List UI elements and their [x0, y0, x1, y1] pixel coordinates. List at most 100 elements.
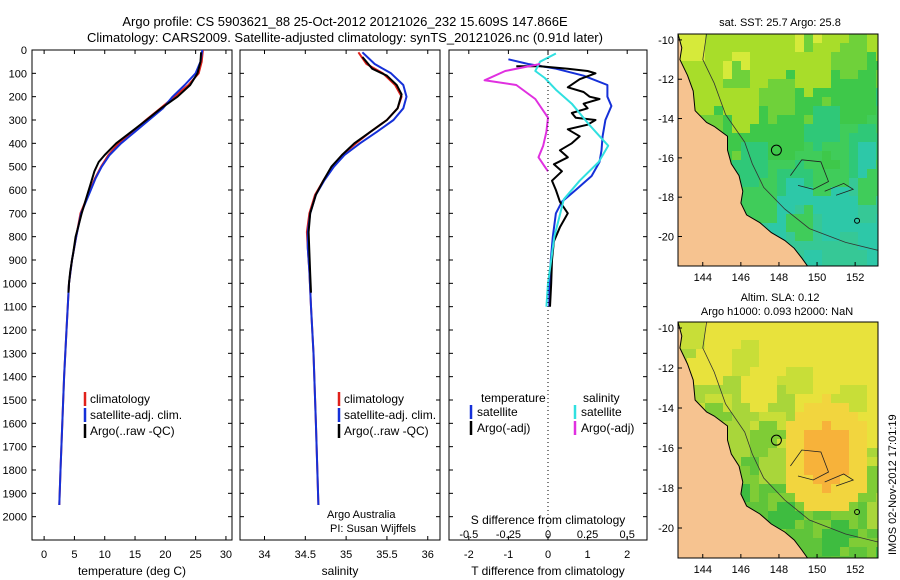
map-pixel: [750, 133, 760, 143]
map-pixel: [804, 61, 814, 71]
map-pixel: [840, 169, 850, 179]
depth-tick-label: 0: [21, 45, 27, 57]
x-tick-label: 34.5: [295, 549, 316, 561]
map-pixel: [822, 457, 832, 467]
map-y-tick-label: -20: [658, 232, 674, 244]
map-pixel: [822, 376, 832, 386]
map-pixel: [876, 349, 878, 359]
map-pixel: [813, 439, 823, 449]
map-pixel: [840, 430, 850, 440]
map-pixel: [858, 412, 868, 422]
map-pixel: [867, 520, 877, 530]
map-pixel: [849, 340, 859, 350]
map-pixel: [867, 133, 877, 143]
map-pixel: [750, 430, 760, 440]
map-pixel: [786, 214, 796, 224]
map-pixel: [759, 178, 769, 188]
map-pixel: [822, 52, 832, 62]
map-pixel: [813, 52, 823, 62]
map-pixel: [813, 241, 823, 251]
map-pixel: [876, 403, 878, 413]
map-pixel: [750, 502, 760, 512]
map-pixel: [795, 421, 805, 431]
map-pixel: [759, 349, 769, 359]
map-pixel: [768, 124, 778, 134]
map-pixel: [876, 421, 878, 431]
map-pixel: [750, 196, 760, 206]
map-pixel: [732, 349, 742, 359]
map-pixel: [759, 52, 769, 62]
map-pixel: [759, 142, 769, 152]
map-pixel: [840, 484, 850, 494]
map-pixel: [732, 97, 742, 107]
map-pixel: [822, 250, 832, 260]
map-pixel: [759, 133, 769, 143]
map-pixel: [831, 178, 841, 188]
map-pixel: [858, 430, 868, 440]
salinity-xlabel: salinity: [322, 564, 359, 578]
map-pixel: [867, 349, 877, 359]
map-pixel: [750, 178, 760, 188]
x-tick-label: -1: [504, 549, 514, 561]
map-pixel: [723, 43, 733, 53]
map-pixel: [786, 88, 796, 98]
map-pixel: [876, 223, 878, 233]
map-pixel: [741, 457, 751, 467]
map-pixel: [822, 124, 832, 134]
map-pixel: [840, 160, 850, 170]
depth-tick-label: 100: [9, 68, 27, 80]
map-pixel: [804, 448, 814, 458]
map-pixel: [732, 43, 742, 53]
map-pixel: [768, 88, 778, 98]
map-pixel: [876, 394, 878, 404]
map-pixel: [813, 430, 823, 440]
map-pixel: [858, 259, 868, 266]
map-pixel: [786, 115, 796, 125]
map-pixel: [732, 142, 742, 152]
map-pixel: [768, 160, 778, 170]
map-pixel: [813, 232, 823, 242]
map-pixel: [840, 385, 850, 395]
map-pixel: [849, 448, 859, 458]
map-pixel: [876, 214, 878, 224]
map-pixel: [813, 205, 823, 215]
map-pixel: [831, 376, 841, 386]
map-pixel: [777, 223, 787, 233]
map-pixel: [813, 43, 823, 53]
map-pixel: [759, 196, 769, 206]
map-pixel: [795, 340, 805, 350]
series-line: [483, 63, 549, 172]
map-pixel: [867, 340, 877, 350]
map-pixel: [840, 340, 850, 350]
map-pixel: [867, 223, 877, 233]
map-pixel: [732, 160, 742, 170]
map-pixel: [804, 79, 814, 89]
map-pixel: [750, 358, 760, 368]
sst-map: 144 146 148 150 152 -10 -12 -14 -16 -18 -20: [658, 33, 879, 284]
map-pixel: [804, 502, 814, 512]
map-pixel: [714, 97, 724, 107]
map-pixel: [768, 484, 778, 494]
map-pixel: [750, 403, 760, 413]
map-pixel: [813, 466, 823, 476]
map-pixel: [840, 394, 850, 404]
map-pixel: [750, 79, 760, 89]
sst-map-title: sat. SST: 25.7 Argo: 25.8: [719, 17, 841, 29]
map-pixel: [840, 250, 850, 260]
map-pixel: [876, 430, 878, 440]
map-pixel: [705, 34, 715, 44]
depth-tick-label: 1600: [3, 418, 27, 430]
map-pixel: [723, 61, 733, 71]
map-pixel: [849, 97, 859, 107]
map-pixel: [867, 403, 877, 413]
map-pixel: [750, 340, 760, 350]
map-pixel: [804, 196, 814, 206]
map-pixel: [723, 367, 733, 377]
map-pixel: [714, 358, 724, 368]
map-pixel: [858, 133, 868, 143]
map-pixel: [831, 169, 841, 179]
map-pixel: [795, 196, 805, 206]
map-pixel: [813, 457, 823, 467]
depth-tick-label: 1700: [3, 442, 27, 454]
map-pixel: [831, 52, 841, 62]
